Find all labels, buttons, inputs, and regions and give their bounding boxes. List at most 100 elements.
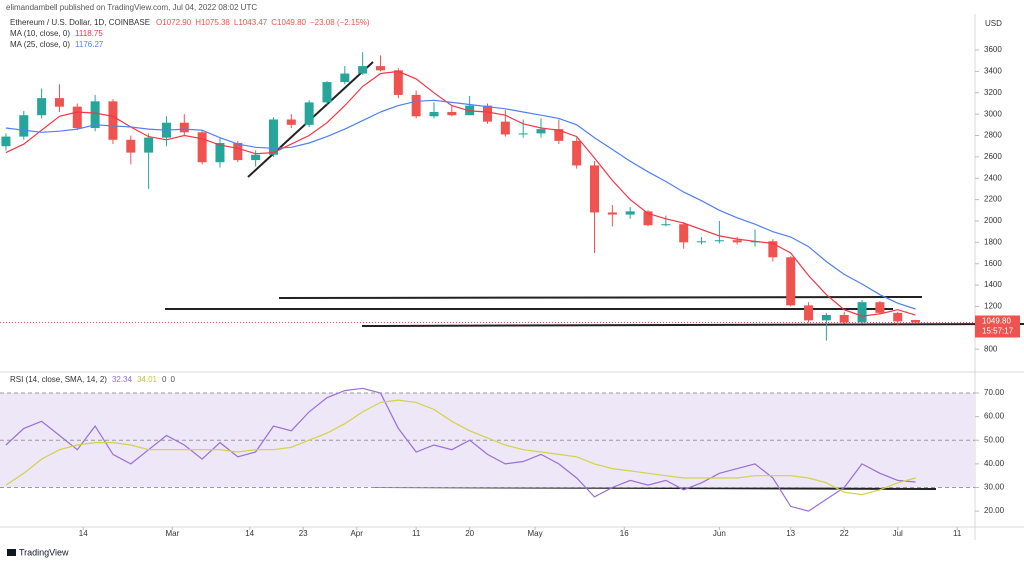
candle-body bbox=[233, 142, 243, 161]
candle-body bbox=[411, 94, 421, 117]
y-tick-label: 800 bbox=[984, 344, 998, 353]
candle-body bbox=[536, 129, 546, 134]
x-tick-label: 11 bbox=[412, 529, 421, 538]
logo: TradingView bbox=[7, 547, 69, 557]
rsi-name: RSI (14, close, SMA, 14, 2) bbox=[10, 375, 107, 384]
candle-body bbox=[518, 133, 528, 135]
ohlc: L1043.47 bbox=[234, 18, 268, 27]
candle-body bbox=[607, 212, 617, 215]
sma-value: 34.01 bbox=[137, 375, 158, 384]
candle-body bbox=[839, 314, 849, 323]
y-tick-label: 20.00 bbox=[984, 506, 1005, 515]
candle-body bbox=[215, 142, 225, 163]
x-tick-label: 16 bbox=[620, 529, 629, 538]
countdown: 15:57:17 bbox=[982, 327, 1014, 336]
candle-body bbox=[340, 73, 350, 83]
candle-body bbox=[375, 66, 385, 71]
y-tick-label: 1600 bbox=[984, 259, 1002, 268]
candle-body bbox=[322, 82, 332, 103]
candle-body bbox=[393, 70, 403, 95]
candle-body bbox=[572, 140, 582, 166]
x-tick-label: 22 bbox=[840, 529, 849, 538]
last-price-box bbox=[975, 315, 1020, 338]
candle-body bbox=[144, 137, 154, 153]
rsi-title: RSI (14, close, SMA, 14, 2) 32.34 34.01 0 0 bbox=[10, 375, 175, 384]
candle-body bbox=[37, 98, 47, 116]
y-tick-label: 3400 bbox=[984, 67, 1002, 76]
legend-value: 1176.27 bbox=[75, 40, 104, 49]
change: −23.08 (−2.15%) bbox=[310, 18, 370, 27]
y-tick-label: 3200 bbox=[984, 88, 1002, 97]
candle-body bbox=[893, 312, 903, 322]
extra: 0 bbox=[162, 375, 167, 384]
candle-body bbox=[714, 240, 724, 242]
candle-body bbox=[768, 241, 778, 258]
x-tick-label: 14 bbox=[245, 529, 254, 538]
candle-body bbox=[697, 241, 707, 243]
x-tick-label: May bbox=[527, 529, 542, 538]
candle-body bbox=[804, 305, 814, 321]
y-axis-label: USD bbox=[985, 19, 1002, 28]
candle-body bbox=[304, 102, 314, 125]
publisher: elimandambell published on TradingView.c… bbox=[6, 3, 257, 12]
logo-mark bbox=[7, 549, 16, 556]
y-tick-label: 1200 bbox=[984, 302, 1002, 311]
candle-body bbox=[625, 211, 635, 215]
x-tick-label: 14 bbox=[79, 529, 88, 538]
y-tick-label: 50.00 bbox=[984, 435, 1005, 444]
candle-body bbox=[108, 101, 118, 140]
candle-body bbox=[679, 224, 689, 243]
y-tick-label: 40.00 bbox=[984, 459, 1005, 468]
y-tick-label: 1400 bbox=[984, 280, 1002, 289]
candle-body bbox=[19, 115, 29, 137]
legend-name: MA (25, close, 0) bbox=[10, 40, 70, 49]
trend-line bbox=[361, 323, 1024, 327]
x-tick-label: Jun bbox=[713, 529, 726, 538]
candle-body bbox=[72, 106, 82, 129]
rsi-value: 32.34 bbox=[112, 375, 133, 384]
candle-body bbox=[483, 105, 492, 122]
candle-body bbox=[429, 112, 439, 117]
candle-body bbox=[661, 224, 671, 226]
x-tick-label: 13 bbox=[786, 529, 795, 538]
trend-line bbox=[278, 296, 923, 299]
candle-body bbox=[732, 240, 742, 243]
candle-body bbox=[447, 112, 457, 116]
y-tick-label: 3600 bbox=[984, 45, 1002, 54]
candle-body bbox=[875, 302, 885, 313]
candle-body bbox=[857, 302, 867, 323]
candle-body bbox=[179, 122, 189, 133]
series-line bbox=[5, 399, 916, 496]
candle-body bbox=[197, 132, 207, 163]
candle-body bbox=[126, 139, 136, 153]
series-line bbox=[5, 99, 916, 310]
x-tick-label: Apr bbox=[350, 529, 363, 538]
y-tick-label: 2800 bbox=[984, 131, 1002, 140]
ohlc: O1072.90 bbox=[156, 18, 192, 27]
ohlc: H1075.38 bbox=[195, 18, 230, 27]
candle-body bbox=[786, 257, 796, 306]
ohlc: C1049.80 bbox=[271, 18, 306, 27]
legend-name: MA (10, close, 0) bbox=[10, 29, 70, 38]
y-tick-label: 30.00 bbox=[984, 483, 1005, 492]
candle-body bbox=[251, 154, 261, 161]
x-tick-label: 11 bbox=[953, 529, 962, 538]
x-tick-label: 20 bbox=[465, 529, 474, 538]
x-tick-label: Mar bbox=[166, 529, 180, 538]
candle-body bbox=[54, 98, 64, 107]
y-tick-label: 2600 bbox=[984, 152, 1002, 161]
y-tick-label: 2400 bbox=[984, 173, 1002, 182]
candle-body bbox=[286, 119, 296, 125]
legend-entry: MA (10, close, 0) 1118.75 bbox=[10, 29, 103, 38]
y-tick-label: 2200 bbox=[984, 195, 1002, 204]
candle-body bbox=[358, 66, 368, 74]
candle-body bbox=[90, 101, 100, 129]
candle-body bbox=[821, 314, 831, 321]
legend-entry: MA (25, close, 0) 1176.27 bbox=[10, 40, 104, 49]
y-tick-label: 3000 bbox=[984, 109, 1002, 118]
candle-body bbox=[268, 119, 278, 155]
y-tick-label: 60.00 bbox=[984, 412, 1005, 421]
last-price-label: 1049.80 bbox=[982, 317, 1011, 326]
series-line bbox=[5, 70, 916, 317]
